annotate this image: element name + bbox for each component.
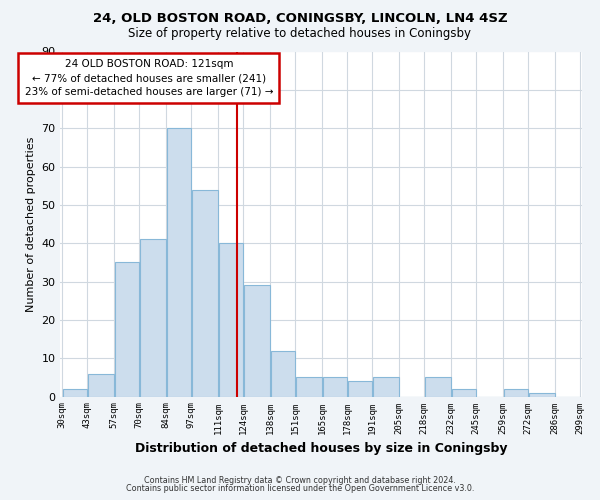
- Bar: [452, 389, 476, 396]
- Text: Contains public sector information licensed under the Open Government Licence v3: Contains public sector information licen…: [126, 484, 474, 493]
- Text: 24, OLD BOSTON ROAD, CONINGSBY, LINCOLN, LN4 4SZ: 24, OLD BOSTON ROAD, CONINGSBY, LINCOLN,…: [92, 12, 508, 26]
- Bar: [347, 381, 372, 396]
- Bar: [244, 286, 270, 397]
- Text: Contains HM Land Registry data © Crown copyright and database right 2024.: Contains HM Land Registry data © Crown c…: [144, 476, 456, 485]
- Bar: [271, 350, 295, 397]
- Bar: [88, 374, 114, 396]
- Bar: [323, 378, 347, 396]
- X-axis label: Distribution of detached houses by size in Coningsby: Distribution of detached houses by size …: [135, 442, 508, 455]
- Bar: [140, 240, 166, 396]
- Bar: [167, 128, 191, 396]
- Text: Size of property relative to detached houses in Coningsby: Size of property relative to detached ho…: [128, 28, 472, 40]
- Bar: [218, 243, 243, 396]
- Bar: [191, 190, 218, 396]
- Bar: [62, 389, 87, 396]
- Y-axis label: Number of detached properties: Number of detached properties: [26, 136, 36, 312]
- Text: 24 OLD BOSTON ROAD: 121sqm
← 77% of detached houses are smaller (241)
23% of sem: 24 OLD BOSTON ROAD: 121sqm ← 77% of deta…: [25, 59, 273, 97]
- Bar: [115, 262, 139, 396]
- Bar: [529, 392, 555, 396]
- Bar: [373, 378, 399, 396]
- Bar: [503, 389, 528, 396]
- Bar: [425, 378, 451, 396]
- Bar: [296, 378, 322, 396]
